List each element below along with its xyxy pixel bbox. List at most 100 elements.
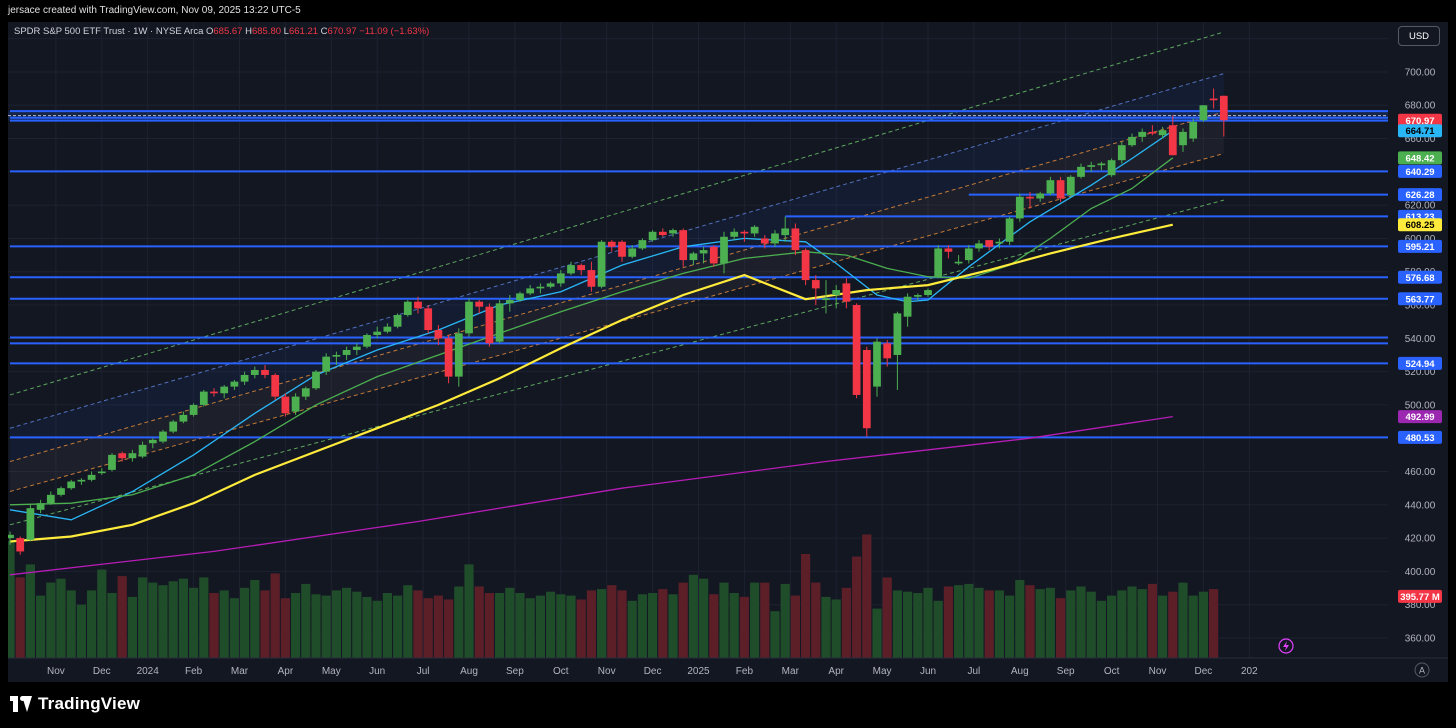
- price-label: 664.71: [1405, 126, 1435, 137]
- lightning-icon[interactable]: [1278, 638, 1294, 654]
- candle-body: [618, 241, 626, 257]
- auto-scale-circle: [1414, 662, 1430, 678]
- volume-bar: [229, 598, 239, 658]
- candle-body: [1179, 131, 1187, 146]
- open-label: O: [206, 26, 214, 37]
- candle-body: [383, 326, 392, 332]
- volume-bar: [46, 582, 56, 658]
- volume-bar: [637, 594, 647, 658]
- time-tick-label: May: [873, 666, 892, 677]
- candle-body: [36, 503, 45, 510]
- candle-body: [964, 248, 973, 261]
- chart-panel[interactable]: SPDR S&P 500 ETF Trust · 1W · NYSE Arca …: [8, 22, 1448, 682]
- volume-bar: [617, 590, 627, 658]
- candle-body: [781, 228, 790, 236]
- candle-body: [118, 453, 127, 459]
- volume-bar: [811, 582, 821, 658]
- volume-bar: [994, 590, 1004, 658]
- candle-body: [903, 296, 912, 317]
- candle-body: [393, 315, 402, 327]
- footer-bar: TradingView: [0, 682, 1456, 728]
- candle-body: [995, 241, 1004, 244]
- candle-body: [1189, 121, 1198, 139]
- time-tick-label: Jun: [369, 666, 385, 677]
- volume-bar: [1066, 590, 1076, 658]
- sma-long-line: [9, 223, 1174, 543]
- close-value: 670.97: [327, 26, 357, 37]
- candle-body: [536, 286, 545, 289]
- volume-bar: [219, 590, 229, 658]
- candle-body: [281, 396, 290, 414]
- price-tick-label: 520.00: [1405, 367, 1436, 378]
- candle-body: [159, 431, 167, 442]
- volume-bar: [382, 593, 392, 658]
- volume-bar: [56, 578, 66, 658]
- candle-body: [1077, 166, 1085, 177]
- time-tick-label: Dec: [644, 666, 662, 677]
- volume-bar: [1147, 583, 1157, 658]
- candle-body: [291, 396, 300, 412]
- channel-band: [10, 111, 1224, 492]
- volume-bar: [1005, 595, 1015, 658]
- volume-bar: [352, 591, 362, 658]
- time-tick-label: Jul: [417, 666, 430, 677]
- volume-bar: [250, 580, 260, 658]
- price-label-bg: [1398, 270, 1442, 284]
- volume-bar: [474, 586, 484, 658]
- high-label: H: [245, 26, 252, 37]
- price-chart[interactable]: 360.00 380.00 400.00 420.00 440.00 460.00 480.…: [8, 22, 1448, 682]
- price-label: 492.99: [1405, 412, 1434, 423]
- candle-body: [8, 534, 14, 539]
- candles: [8, 88, 1228, 555]
- candle-body: [730, 231, 739, 237]
- volume-bar: [1117, 590, 1127, 658]
- volume-bar: [8, 541, 15, 658]
- volume-bar: [719, 582, 729, 658]
- volume-bar: [1188, 595, 1198, 658]
- price-label-bg: [1398, 113, 1442, 127]
- candle-body: [679, 230, 688, 261]
- price-tick-label: 400.00: [1405, 567, 1436, 578]
- candle-body: [1138, 131, 1147, 137]
- price-tick-label: 680.00: [1405, 101, 1436, 112]
- volume-bar: [505, 587, 515, 658]
- sma-mid-line: [9, 157, 1174, 506]
- candle-body: [373, 331, 382, 336]
- volume-bar: [1015, 580, 1025, 658]
- time-tick-label: Mar: [231, 666, 249, 677]
- time-tick-label: Nov: [598, 666, 616, 677]
- volume-bar: [974, 587, 984, 658]
- auto-scale-button[interactable]: A: [1414, 662, 1430, 678]
- candle-body: [230, 381, 239, 387]
- volume-bar: [117, 576, 127, 658]
- candle-body: [465, 301, 473, 334]
- price-label: 626.28: [1405, 190, 1434, 201]
- candle-body: [852, 305, 861, 395]
- candle-body: [913, 295, 922, 297]
- volume-bar: [750, 582, 760, 658]
- attribution-text: jersace created with TradingView.com, No…: [8, 5, 301, 16]
- price-tick-label: 360.00: [1405, 634, 1436, 645]
- candle-body: [924, 290, 932, 296]
- tradingview-logo-icon: [10, 696, 32, 712]
- tradingview-logo[interactable]: TradingView: [10, 694, 140, 714]
- candle-body: [57, 488, 65, 495]
- time-tick-label: Apr: [828, 666, 844, 677]
- channel-line: [9, 31, 1224, 396]
- time-tick-label: Aug: [1011, 666, 1029, 677]
- brand-name: TradingView: [38, 694, 141, 713]
- volume-bar: [566, 595, 576, 658]
- price-tick-label: 420.00: [1405, 534, 1436, 545]
- auto-scale-glyph: A: [1419, 666, 1425, 676]
- time-tick-label: Dec: [93, 666, 111, 677]
- volume-bar: [178, 578, 188, 658]
- volume-bar: [699, 578, 709, 658]
- candle-body: [189, 404, 198, 415]
- candle-body: [862, 349, 871, 429]
- candle-body: [873, 341, 881, 387]
- time-axis: Nov Dec 2024 Feb Mar Apr May Jun Jul Aug Sep Oct Nov…: [47, 666, 1258, 677]
- time-tick-label: Jun: [920, 666, 936, 677]
- currency-button[interactable]: USD: [1398, 26, 1440, 46]
- candle-body: [77, 479, 86, 482]
- volume-bar: [892, 590, 902, 658]
